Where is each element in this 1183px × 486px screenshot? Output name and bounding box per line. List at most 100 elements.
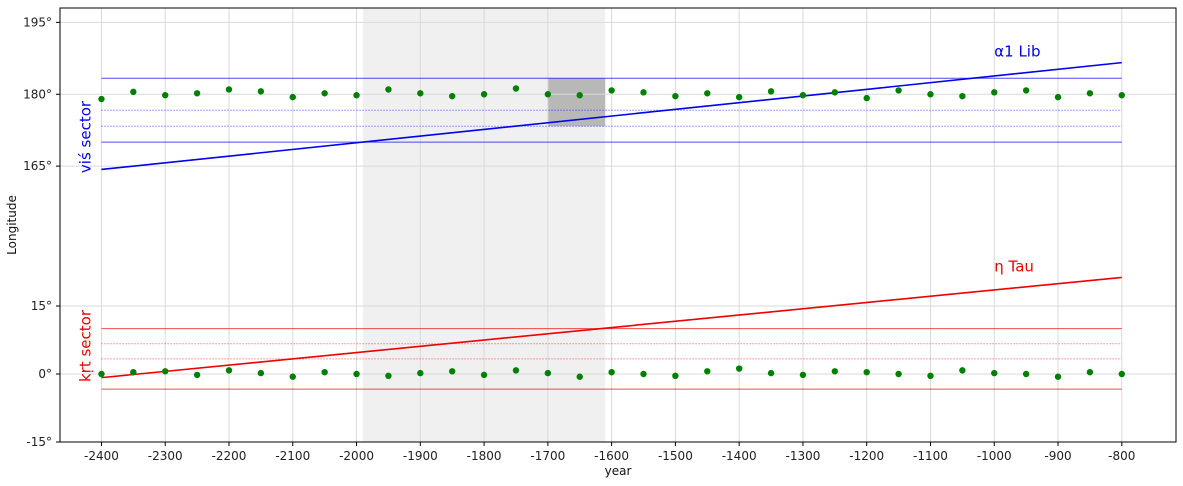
x-tick-label: -1400 [722,449,757,463]
y-tick-label: 195° [23,15,52,29]
y-tick-label: 165° [23,159,52,173]
points-layer [98,85,1125,380]
x-tick-label: -1900 [403,449,438,463]
data-point [991,369,998,377]
data-point [417,369,424,377]
x-tick-label: -2400 [84,449,119,463]
data-point [130,88,137,96]
data-point [576,92,583,99]
data-point [257,88,265,95]
y-axis-title: Longitude [5,195,19,255]
plot-frame [59,7,1177,443]
x-tick-label: -2100 [275,449,310,463]
grid-layer [60,8,1176,443]
data-point [1118,92,1125,99]
x-tick-label: -2000 [339,449,374,463]
x-tick-label: -1800 [467,449,502,463]
data-point [353,92,360,99]
data-point [130,368,137,376]
data-point [767,369,775,377]
y-tick-label: 180° [23,87,52,101]
data-point [927,372,934,380]
data-point [480,91,488,98]
data-point [225,367,233,374]
data-point [353,370,360,378]
data-point [799,92,807,99]
sector-lines-layer [101,61,1122,390]
data-point [831,89,839,96]
data-point [448,92,456,100]
data-point [959,367,966,374]
star-track-line [101,61,1122,171]
data-point [991,89,998,96]
alpha1-lib-label: α1 Lib [994,43,1040,61]
data-point [1054,93,1062,101]
data-point [289,93,296,101]
data-point [1054,373,1062,380]
data-point [289,373,296,380]
data-point [193,90,201,97]
data-point [640,370,647,378]
data-point [257,369,265,377]
data-point [863,94,870,102]
eta-tau-label: η Tau [994,257,1034,275]
data-point [735,365,743,372]
data-point [704,90,711,97]
star-track-line [101,276,1122,379]
data-point [799,371,807,379]
data-point [193,371,201,379]
x-tick-label: -900 [1044,449,1071,463]
data-point [385,86,392,93]
data-point [98,370,105,378]
data-point [385,372,392,380]
x-tick-label: -2300 [148,449,183,463]
data-point [544,91,552,98]
x-tick-label: -1700 [530,449,565,463]
x-axis-title: year [605,464,632,478]
data-point [640,89,647,96]
data-point [927,91,934,98]
data-point [162,92,169,99]
x-tick-label: -1600 [594,449,629,463]
data-point [1022,87,1030,94]
frame-layer [56,7,1177,446]
data-point [480,371,488,379]
data-point [608,87,615,94]
y-tick-label: 0° [38,367,52,381]
data-point [98,95,105,103]
data-point [895,370,902,378]
data-point [321,368,328,376]
data-point [576,373,583,380]
x-tick-label: -1000 [977,449,1012,463]
x-tick-label: -2200 [212,449,247,463]
data-point [767,88,775,95]
data-point [672,372,679,380]
data-point [735,93,743,101]
data-point [672,92,679,100]
data-point [417,90,424,97]
data-point [863,368,870,376]
x-tick-label: -1500 [658,449,693,463]
x-tick-label: -800 [1108,449,1135,463]
krt-sector-label: kṛt sector [77,309,95,382]
data-point [544,369,552,377]
y-tick-label: 15° [31,299,52,313]
data-point [959,92,966,100]
x-tick-label: -1300 [785,449,820,463]
data-point [162,368,169,375]
data-point [1118,370,1125,378]
data-point [512,85,520,92]
text-layer: year Longitude viś sector kṛt sector α1 … [5,15,1135,478]
data-point [831,368,839,375]
data-point [895,87,902,94]
data-point [704,368,711,375]
x-tick-label: -1100 [913,449,948,463]
data-point [1086,368,1094,376]
data-point [321,90,328,97]
data-point [512,367,520,374]
data-point [1022,370,1030,378]
y-tick-label: -15° [26,435,52,449]
data-point [1086,90,1094,97]
